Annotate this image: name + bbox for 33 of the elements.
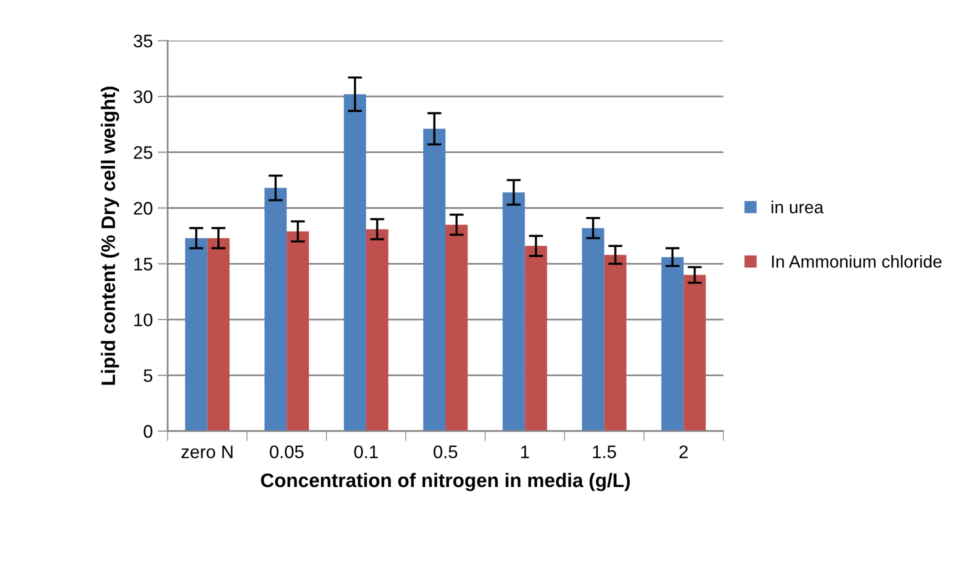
y-axis-title: Lipid content (% Dry cell weight) (100, 86, 120, 385)
x-tick-label: 0.05 (270, 445, 304, 458)
bar (366, 229, 388, 432)
bar (344, 94, 366, 432)
x-tick-label: 0.1 (354, 445, 378, 458)
bar (502, 192, 525, 432)
bar (423, 128, 446, 432)
x-axis-title: Concentration of nitrogen in media (g/L) (261, 472, 630, 492)
y-tick-label: 25 (134, 146, 152, 159)
x-tick-label: 2 (679, 445, 688, 458)
bar (185, 238, 208, 432)
x-tick-label: 1.5 (593, 446, 616, 458)
y-tick-label: 5 (144, 369, 152, 382)
bar (604, 254, 626, 432)
bar (264, 188, 287, 432)
y-tick-label: 15 (134, 258, 152, 270)
bar (684, 274, 706, 432)
x-tick-label: 0.5 (434, 445, 458, 458)
x-tick-label: 1 (521, 446, 529, 458)
x-tick-label: zero N (181, 446, 232, 458)
y-tick-label: 35 (134, 34, 152, 48)
legend-label: in urea (772, 200, 824, 214)
bar (286, 231, 309, 432)
bar (445, 224, 468, 432)
bar (207, 238, 230, 432)
y-tick-label: 0 (144, 425, 152, 438)
bar (524, 246, 548, 432)
y-tick-label: 20 (134, 202, 152, 215)
legend-label: In Ammonium chloride (772, 254, 942, 268)
bar (661, 257, 684, 432)
bar (582, 228, 604, 432)
y-tick-label: 10 (134, 313, 152, 326)
y-tick-label: 30 (134, 90, 152, 104)
